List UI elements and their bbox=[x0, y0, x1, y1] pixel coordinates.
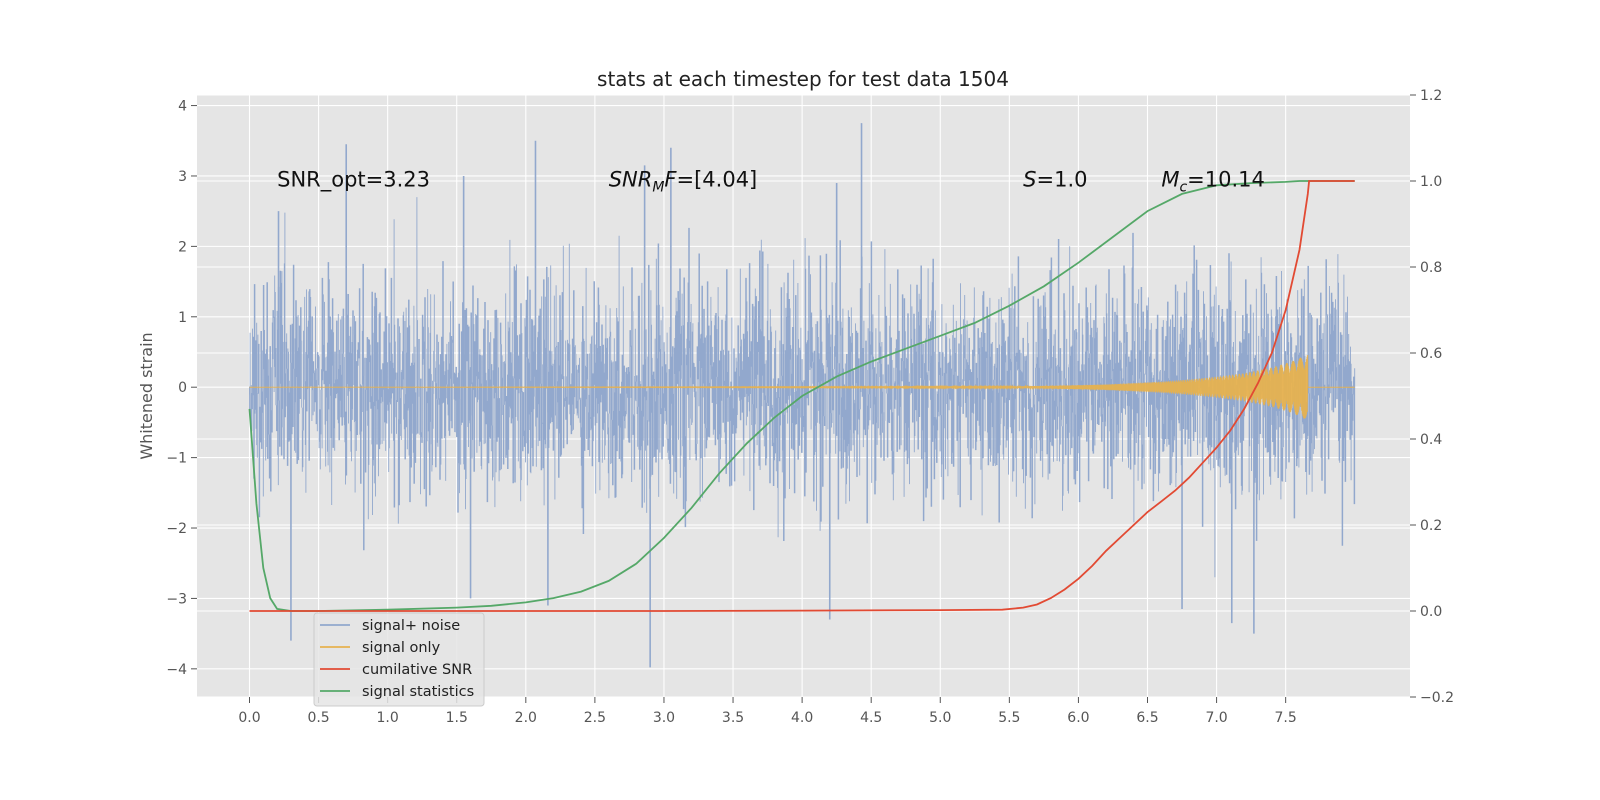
annotation-3: Mc=10.14 bbox=[1161, 167, 1265, 195]
x-tick-label-15: 7.5 bbox=[1275, 710, 1297, 726]
signal-noise-series bbox=[249, 123, 1356, 668]
x-axis: 0.0 0.5 1.0 1.5 2.0 2.5 3.0 3.5 4.0 4.5 5.0 5.5 6.0 6… bbox=[238, 697, 1297, 726]
line-series bbox=[248, 180, 1355, 612]
y-tick-label-6: 2 bbox=[178, 239, 187, 255]
y-axis-label: Whitened strain bbox=[137, 332, 156, 459]
y-axis-left: −4 −3 −2 −1 0 1 2 3 4 bbox=[166, 99, 197, 678]
y2-tick-label-7: 1.2 bbox=[1420, 88, 1442, 104]
x-tick-label-10: 5.0 bbox=[929, 710, 951, 726]
y-tick-label-0: −4 bbox=[166, 662, 187, 678]
cumulative-snr-line bbox=[249, 180, 1355, 612]
chart-title: stats at each timestep for test data 150… bbox=[597, 67, 1009, 91]
y-tick-label-3: −1 bbox=[166, 451, 187, 467]
y-axis-right: −0.2 0.0 0.2 0.4 0.6 0.8 1.0 1.2 bbox=[1410, 88, 1454, 706]
legend-label-3: signal statistics bbox=[362, 684, 474, 700]
y2-tick-label-6: 1.0 bbox=[1420, 174, 1442, 190]
x-tick-label-1: 0.5 bbox=[307, 710, 329, 726]
x-tick-label-14: 7.0 bbox=[1205, 710, 1227, 726]
y2-tick-label-5: 0.8 bbox=[1420, 260, 1442, 276]
y-tick-label-4: 0 bbox=[178, 380, 187, 396]
legend-label-1: signal only bbox=[362, 640, 441, 656]
x-tick-label-13: 6.5 bbox=[1136, 710, 1158, 726]
x-tick-label-2: 1.0 bbox=[377, 710, 399, 726]
y-tick-label-7: 3 bbox=[178, 169, 187, 185]
legend-box bbox=[313, 612, 485, 707]
y-tick-label-2: −2 bbox=[166, 521, 187, 537]
legend-label-2: cumilative SNR bbox=[362, 662, 472, 678]
x-tick-label-6: 3.0 bbox=[653, 710, 675, 726]
x-tick-label-8: 4.0 bbox=[791, 710, 813, 726]
x-tick-label-9: 4.5 bbox=[860, 710, 882, 726]
legend: signal+ noise signal only cumilative SNR si… bbox=[313, 612, 485, 707]
y2-tick-label-0: −0.2 bbox=[1420, 690, 1454, 706]
legend-label-0: signal+ noise bbox=[362, 618, 460, 634]
x-tick-label-11: 5.5 bbox=[998, 710, 1020, 726]
y-tick-label-1: −3 bbox=[166, 591, 187, 607]
y2-tick-label-1: 0.0 bbox=[1420, 604, 1442, 620]
annotations: SNR_opt=3.23 SNRMF=[4.04] S=1.0 Mc=10.14 bbox=[277, 167, 1265, 195]
y2-tick-label-4: 0.6 bbox=[1420, 346, 1442, 362]
y2-tick-label-3: 0.4 bbox=[1420, 432, 1442, 448]
y-tick-label-5: 1 bbox=[178, 310, 187, 326]
x-tick-label-7: 3.5 bbox=[722, 710, 744, 726]
x-tick-label-4: 2.0 bbox=[515, 710, 537, 726]
x-tick-label-0: 0.0 bbox=[238, 710, 260, 726]
x-tick-label-12: 6.0 bbox=[1067, 710, 1089, 726]
annotation-2: S=1.0 bbox=[1023, 167, 1087, 191]
y-tick-label-8: 4 bbox=[178, 99, 187, 115]
x-tick-label-3: 1.5 bbox=[446, 710, 468, 726]
y2-tick-label-2: 0.2 bbox=[1420, 518, 1442, 534]
annotation-1: SNRMF=[4.04] bbox=[609, 167, 758, 195]
x-tick-label-5: 2.5 bbox=[584, 710, 606, 726]
annotation-0: SNR_opt=3.23 bbox=[277, 167, 430, 192]
signal-only-line bbox=[249, 355, 1355, 419]
